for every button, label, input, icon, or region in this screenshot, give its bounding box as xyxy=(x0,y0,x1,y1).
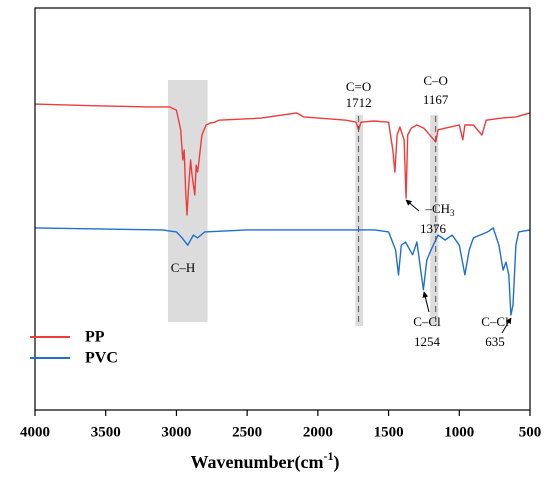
annotation-value: 1376 xyxy=(420,221,447,236)
x-axis-title: Wavenumber(cm-1) xyxy=(191,449,340,473)
annotation-value: 1254 xyxy=(414,334,441,349)
annotation-label-text: C=O xyxy=(346,79,371,94)
x-tick-label: 3000 xyxy=(161,424,191,440)
x-tick-label: 2500 xyxy=(232,424,262,440)
annotation-label-text: C–Cl xyxy=(481,314,509,329)
x-tick-label: 500 xyxy=(519,424,542,440)
annotation-label: C–Cl xyxy=(413,314,441,329)
annotation-label-sub: 3 xyxy=(450,208,455,218)
annotation-label: C–O xyxy=(423,73,448,88)
annotation-value: 1167 xyxy=(423,92,449,107)
x-tick-label: 1000 xyxy=(444,424,474,440)
annotation-label: C–Cl xyxy=(481,314,509,329)
annotation-value: 635 xyxy=(485,334,505,349)
x-tick-label: 3500 xyxy=(91,424,121,440)
annotation-label: C=O xyxy=(346,79,371,94)
x-tick-label: 4000 xyxy=(20,424,50,440)
x-axis-title-sup: -1 xyxy=(323,449,333,463)
legend-label: PP xyxy=(85,329,105,346)
annotation-label: –CH3 xyxy=(424,201,455,218)
annotation-label-text: C–H xyxy=(171,260,196,275)
bands xyxy=(167,80,439,326)
plot xyxy=(34,103,531,316)
x-axis-title-end: ) xyxy=(333,452,339,473)
annotation-arrow xyxy=(501,317,512,334)
spectrum-line xyxy=(34,227,531,316)
annotation-label: C–H xyxy=(171,260,196,275)
x-tick-label: 2000 xyxy=(303,424,333,440)
plot-frame xyxy=(34,7,531,411)
annotation-value: 1712 xyxy=(346,95,372,110)
spectrum-line xyxy=(34,103,531,216)
annotation-arrow xyxy=(405,199,420,212)
annotation-label-text: C–O xyxy=(423,73,448,88)
x-tick-label: 1500 xyxy=(374,424,404,440)
highlight-band xyxy=(430,115,439,326)
annotation-arrow xyxy=(422,291,430,313)
legend-label: PVC xyxy=(85,350,118,367)
annotation-label-text: –CH xyxy=(424,201,450,216)
highlight-band xyxy=(355,115,364,326)
x-axis-title-text: Wavenumber(cm xyxy=(191,452,324,473)
annotation-label-text: C–Cl xyxy=(413,314,441,329)
